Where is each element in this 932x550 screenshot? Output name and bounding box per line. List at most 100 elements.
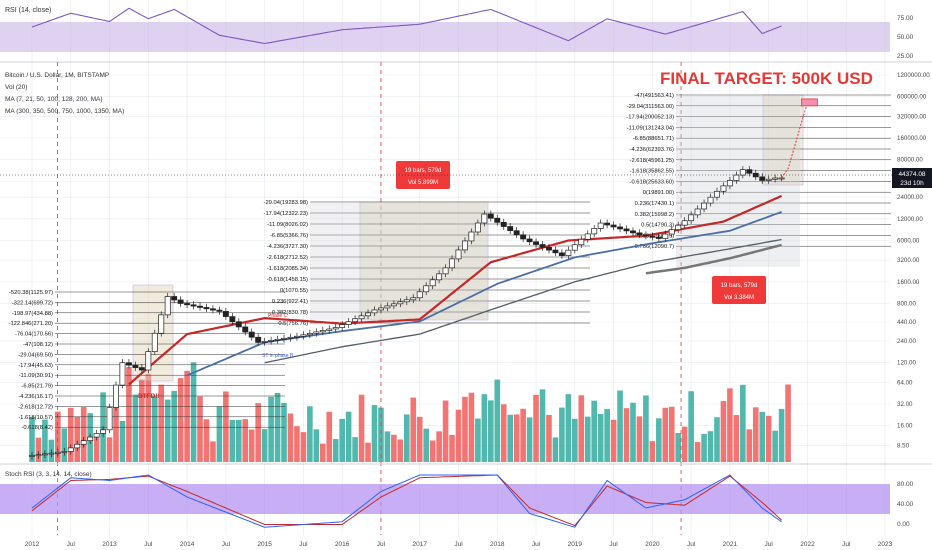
volume-bar [449, 434, 455, 462]
moving-average-line [264, 238, 782, 364]
price-tick-label: 1600.00 [897, 279, 920, 286]
volume-bar [126, 367, 132, 462]
volume-bar [752, 407, 759, 462]
volume-bar [171, 390, 177, 462]
candle-body [106, 407, 113, 431]
stoch-band [0, 484, 890, 514]
candle-body [707, 196, 714, 204]
candle-body [591, 228, 598, 235]
stoch-tick: 0.00 [897, 521, 910, 528]
volume-bar [533, 394, 539, 462]
candle-body [203, 307, 210, 310]
fib-level-label: -6.85(21.79) [21, 384, 53, 390]
candle-body [41, 453, 48, 456]
final-target-label: FINAL TARGET: 500K USD [660, 69, 873, 88]
candle-body [494, 217, 501, 223]
fib-level-label: 0.236(17430.1) [635, 201, 674, 207]
fib-level-label: -17.94(200052.13) [626, 115, 674, 121]
volume-bar [352, 437, 358, 462]
volume-bar [429, 440, 436, 462]
volume-bar [772, 430, 778, 462]
volume-bar [287, 413, 294, 462]
volume-bar [597, 414, 604, 462]
rsi-tick: 75.00 [897, 15, 914, 22]
candle-body [151, 332, 158, 352]
fib-level-label: -29.04(19283.98) [264, 200, 309, 206]
candle-body [720, 185, 727, 192]
volume-bars [29, 362, 791, 462]
fib-level-label: -1.618(2085.34) [267, 266, 308, 272]
candle-body [623, 228, 630, 232]
candle-body [571, 244, 578, 251]
fib-level-label: -6.85(88651.71) [633, 136, 674, 142]
volume-bar [733, 415, 740, 462]
time-tick-label: Jul [687, 541, 696, 548]
volume-bar [701, 433, 707, 462]
time-tick-label: Jul [222, 541, 231, 548]
badge-2021: 19 bars, 579d Vol 3.384M [712, 276, 766, 304]
stoch-tick: 80.00 [897, 481, 914, 488]
fib-level-label: 0.786(12090.7) [635, 244, 674, 250]
candle-body [772, 177, 779, 180]
price-tick-label: 600000.00 [897, 94, 927, 101]
volume-bar [384, 431, 391, 462]
volume-bar [93, 434, 100, 462]
rsi-band [0, 22, 890, 52]
volume-bar [255, 403, 261, 462]
candle-body [138, 367, 145, 371]
candle-body [281, 337, 287, 340]
volume-bar [61, 428, 68, 462]
candle-body [371, 309, 378, 314]
volume-bar [119, 420, 126, 462]
candle-body [332, 327, 339, 330]
volume-bar [319, 443, 326, 462]
volume-bar [371, 405, 378, 462]
candle-body [54, 451, 61, 454]
candle-body [436, 273, 443, 281]
candle-body [610, 224, 617, 228]
candle-body [642, 234, 649, 237]
legend-ma2: MA (300, 350, 500, 750, 1000, 1350, MA) [5, 108, 124, 115]
volume-bar [210, 441, 216, 462]
legend-vol: Vol (20) [5, 84, 27, 91]
candle-body [48, 452, 55, 455]
fib-level-label: -2.618(12.72) [18, 404, 53, 410]
price-tick-label: 24000.00 [897, 194, 923, 201]
fib-range-box [762, 94, 804, 186]
volume-bar [313, 429, 320, 462]
volume-bar [500, 404, 507, 462]
fib-level-label: 0.5(756.76) [278, 321, 308, 327]
volume-bar [397, 439, 404, 462]
volume-bar [559, 407, 565, 462]
price-tick-label: 1200000.00 [897, 72, 930, 79]
volume-bar [358, 394, 365, 462]
candle-body [390, 303, 397, 307]
candle-body [100, 429, 107, 434]
candle-body [67, 447, 74, 452]
candle-body [778, 177, 785, 180]
volume-bar [636, 416, 643, 462]
fib-level-label: -198.97(434.88) [12, 311, 53, 317]
rsi-title: RSI (14, close) [5, 7, 51, 14]
candle-body [455, 249, 462, 260]
candle-body [520, 234, 527, 240]
candle-body [487, 213, 494, 219]
volume-bar [55, 411, 61, 462]
fib-level-label: -6.85(5366.76) [270, 233, 308, 239]
candle-body [565, 249, 572, 256]
candle-body [300, 334, 307, 337]
candle-body [416, 291, 423, 299]
volume-bar [281, 402, 287, 462]
candle-body [268, 339, 275, 342]
candle-body [500, 222, 507, 227]
volume-bar [339, 418, 345, 462]
price-tick-label: 32.00 [897, 401, 913, 408]
volume-bar [274, 393, 281, 462]
volume-bar [662, 407, 669, 462]
target-marker [801, 98, 818, 107]
price-tick-label: 320000.00 [897, 113, 927, 120]
candles [29, 166, 785, 460]
candle-body [80, 440, 87, 445]
candle-body [274, 338, 281, 341]
moving-average-line [645, 243, 782, 275]
